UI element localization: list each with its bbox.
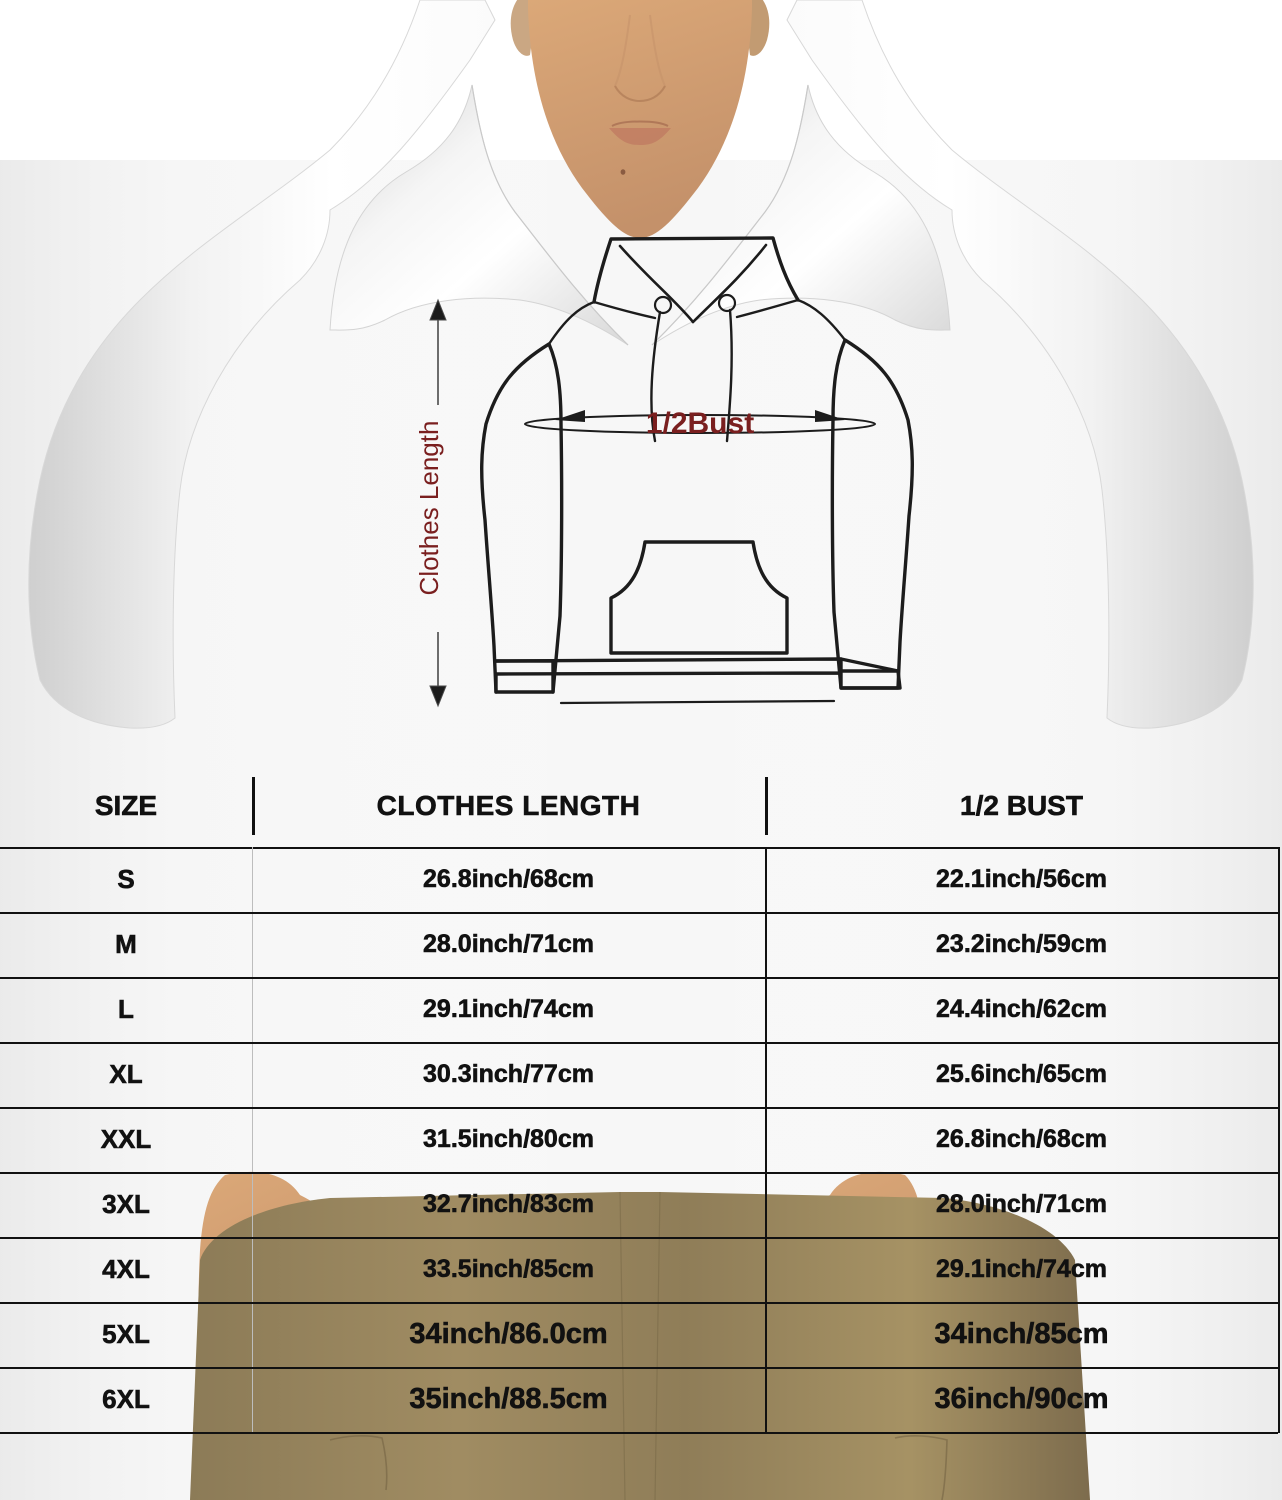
- svg-text:1/2Bust: 1/2Bust: [646, 407, 754, 440]
- svg-text:Clothes Length: Clothes Length: [414, 421, 444, 596]
